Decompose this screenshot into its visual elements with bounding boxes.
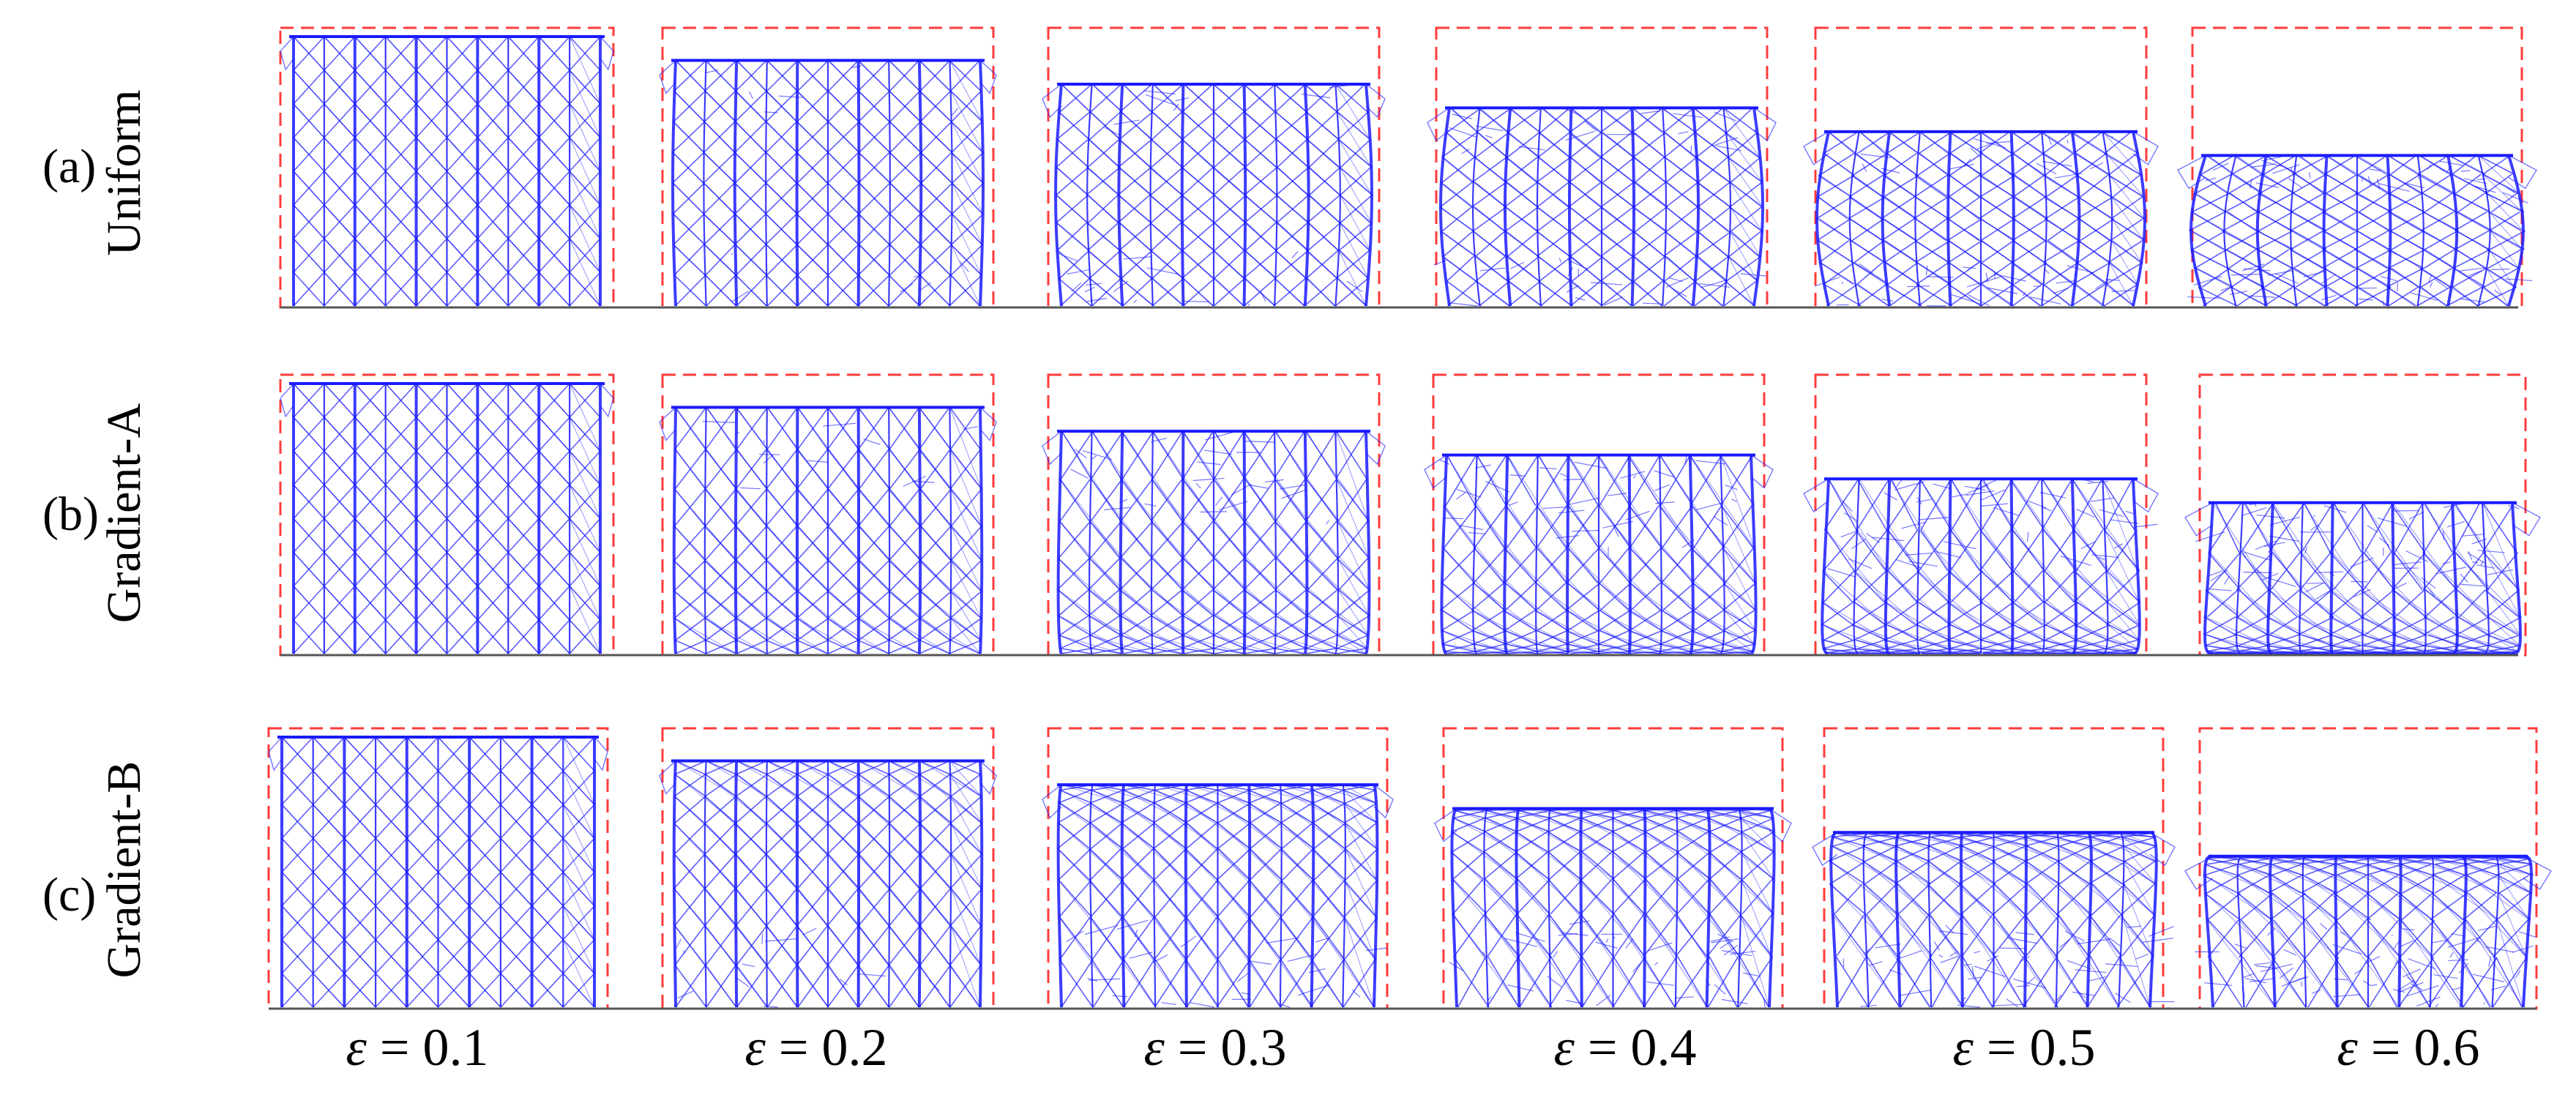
strain-value: = 0.1: [366, 1018, 489, 1077]
strain-value: = 0.5: [1973, 1018, 2096, 1077]
strain-label-4: ε = 0.4: [1486, 1017, 1764, 1078]
row-label-c: (c): [42, 868, 97, 922]
lattice-structure: [659, 759, 997, 1008]
reference-box: [1435, 26, 1769, 309]
lattice-structure: [1042, 430, 1386, 654]
row-label-b: (b): [42, 487, 99, 541]
lattice-structure: [2184, 501, 2541, 655]
reference-box: [1047, 373, 1381, 657]
lattice-structure: [659, 59, 997, 307]
reference-box: [1047, 26, 1381, 309]
lattice-structure: [2177, 154, 2537, 307]
strain-label-5: ε = 0.5: [1885, 1017, 2163, 1078]
reference-box: [1814, 26, 2148, 309]
strain-label-2: ε = 0.2: [677, 1017, 955, 1078]
reference-box: [1432, 373, 1766, 657]
strain-value: = 0.2: [765, 1018, 888, 1077]
lattice-structure: [1803, 130, 2159, 307]
lattice-structure: [1427, 106, 1777, 307]
epsilon-symbol: ε: [1143, 1018, 1165, 1077]
row-label-a: (a): [42, 140, 97, 193]
epsilon-symbol: ε: [744, 1018, 766, 1077]
lattice-structure: [1042, 82, 1386, 307]
epsilon-symbol: ε: [2337, 1018, 2358, 1077]
reference-box: [661, 26, 995, 309]
reference-box: [661, 373, 995, 657]
lattice-structure: [268, 736, 608, 1008]
lattice-structure: [659, 406, 997, 654]
reference-box: [1814, 373, 2148, 657]
lattice-structure: [1424, 453, 1774, 655]
strain-label-1: ε = 0.1: [278, 1017, 556, 1078]
reference-box: [661, 727, 995, 1010]
lattice-structure: [280, 35, 614, 307]
lattice-structure: [1812, 831, 2176, 1008]
strain-value: = 0.4: [1574, 1018, 1697, 1077]
lattice-structure: [1434, 807, 1792, 1008]
epsilon-symbol: ε: [1553, 1018, 1575, 1077]
lattice-structure: [280, 382, 614, 654]
strain-label-3: ε = 0.3: [1076, 1017, 1354, 1078]
epsilon-symbol: ε: [1952, 1018, 1974, 1077]
lattice-structure: [2184, 854, 2552, 1008]
lattice-structure: [1803, 477, 2159, 655]
reference-box: [2191, 26, 2523, 309]
lattice-structure: [1042, 783, 1394, 1008]
strain-value: = 0.3: [1164, 1018, 1287, 1077]
strain-value: = 0.6: [2357, 1018, 2480, 1077]
strain-label-6: ε = 0.6: [2269, 1017, 2547, 1078]
epsilon-symbol: ε: [346, 1018, 367, 1077]
